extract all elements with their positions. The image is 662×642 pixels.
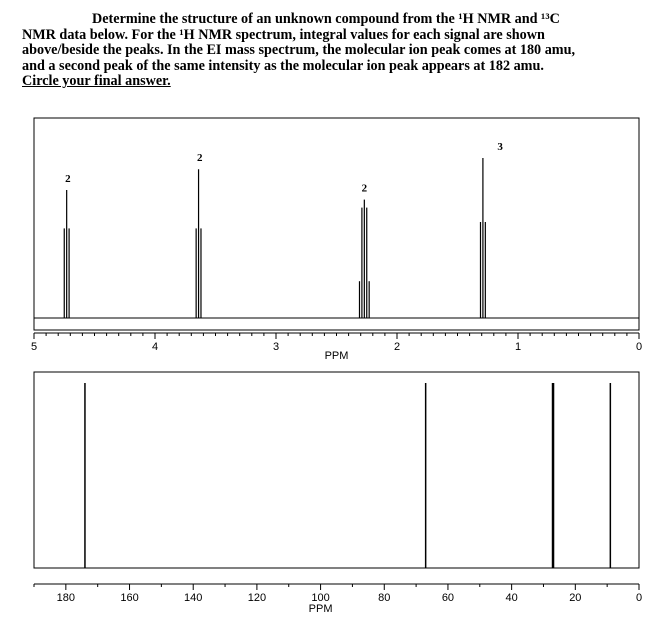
h-nmr-tick-label: 0 (636, 341, 642, 353)
c-nmr-tick-label: 180 (57, 592, 75, 604)
c-nmr-tick-label: 100 (311, 592, 329, 604)
h-nmr-tick-label: 3 (273, 341, 279, 353)
h-nmr-tick-label: 1 (515, 341, 521, 353)
h-nmr-axis-label: PPM (325, 350, 349, 362)
question-line-2-end: ¹H NMR spectrum, integral values for eac… (179, 26, 545, 43)
c-nmr-tick-label: 40 (506, 592, 518, 604)
c-nmr-tick-label: 80 (378, 592, 390, 604)
h-nmr-integral-label: 2 (197, 152, 203, 164)
question-text: Determine the structure of an unknown co… (22, 11, 647, 90)
question-line-4: and a second peak of the same intensity … (22, 57, 544, 74)
h-nmr-tick-label: 4 (152, 341, 158, 353)
question-line-3: above/beside the peaks. In the EI mass s… (22, 42, 576, 59)
c-nmr-tick-label: 140 (184, 592, 202, 604)
c-nmr-tick-label: 60 (442, 592, 454, 604)
c-nmr-axis-label: PPM (309, 603, 333, 615)
question-line-1-end: ¹H NMR and ¹³C (458, 11, 560, 27)
c-nmr-tick-label: 20 (569, 592, 581, 604)
c-nmr-frame (33, 371, 640, 569)
c-nmr-tick-label: 0 (636, 592, 642, 604)
c-nmr-tick-label: 160 (120, 592, 138, 604)
h-nmr-frame (33, 117, 640, 331)
question-line-1: Determine the structure of an unknown co… (92, 11, 459, 27)
question-line-5: Circle your final answer. (22, 73, 171, 90)
h-nmr-integral-label: 2 (65, 173, 71, 185)
h-nmr-integral-label: 2 (362, 183, 368, 195)
c-nmr-tick-label: 120 (248, 592, 266, 604)
h-nmr-integral-label: 3 (497, 141, 503, 153)
h-nmr-tick-label: 2 (394, 341, 400, 353)
h-nmr-tick-label: 5 (31, 341, 37, 353)
question-line-2-start: NMR data below. For the (22, 26, 180, 43)
